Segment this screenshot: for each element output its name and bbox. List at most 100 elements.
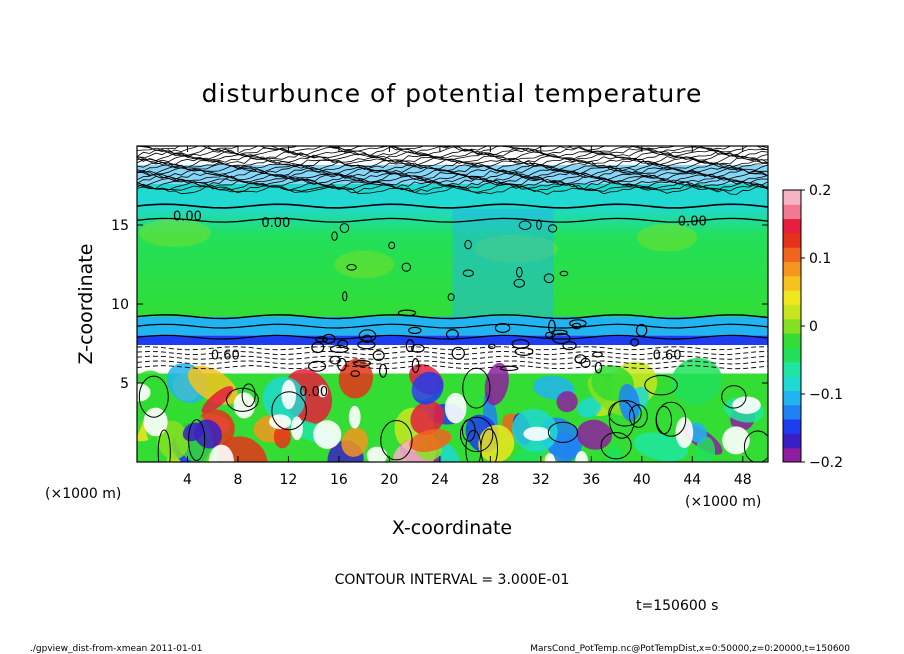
contour-blob [358,329,377,343]
contour-line-upper [137,146,768,154]
contour-label-2: 0.00 [678,214,707,229]
eddy [618,383,640,422]
colorbar-swatch [783,318,801,334]
contour-loop [241,383,256,408]
y-axis-ticks: 5 10 15 [111,218,768,392]
contour-loop [743,430,768,462]
contour-line-upper [137,181,768,191]
contour-blob [353,359,372,367]
eddy-white [268,414,292,430]
contour-loop [188,419,206,462]
contour-loop [628,404,648,428]
contour-blob [407,326,422,335]
x-tick-label: 20 [380,472,398,488]
chart-title: disturbunce of potential temperature [202,79,703,108]
contour-line-upper [137,146,768,157]
eddy [633,432,689,462]
eddy-white [675,417,694,449]
contour-loop [226,387,259,412]
contour-label-1: 0.00 [261,216,290,231]
contour-line [137,217,768,223]
contour-blob [513,278,525,288]
colorbar-tick-label: −0.2 [809,455,843,471]
colorbar-tick-label: 0.2 [809,183,831,199]
contour-loop [271,391,307,431]
eddy [410,400,445,436]
eddy-field [137,357,768,462]
contour-blob [464,239,472,250]
contour-loop [721,385,747,409]
colorbar-swatch [783,218,801,234]
colorbar-swatch [783,433,801,449]
contour-line [137,323,768,329]
colorbar-swatch [783,204,801,220]
band-column [452,209,554,320]
eddy-white [348,405,361,429]
contour-loop [380,420,413,461]
contour-label-4: 0.60 [653,349,682,364]
eddy-white [281,379,297,410]
contour-blob [592,351,603,358]
contour-line-dashed [137,355,768,360]
contour-blob [308,360,327,372]
contour-blob [547,224,558,233]
contour-blob [494,322,511,334]
contour-blob [594,361,603,374]
eddy-white [208,444,234,462]
contour-blob [562,340,577,351]
x-tick-label: 44 [683,472,701,488]
contour-blob [405,339,415,353]
contour-blob [516,266,523,278]
contour-loop [480,428,499,462]
eddy [338,358,373,399]
footer-right: MarsCond_PotTemp.nc@PotTempDist,x=0:5000… [530,644,850,654]
contour-line-upper [137,162,768,173]
eddy-white [544,453,556,462]
contour-blob [488,343,496,350]
contour-blob [536,219,542,230]
contour-loop [600,432,632,460]
footer-left: ./gpview_dist-from-xmean 2011-01-01 [30,644,202,654]
contour-blob [322,333,336,344]
contour-blob [362,334,373,344]
contour-blob [337,357,347,372]
green-patch [138,218,211,247]
contour-blob [331,231,338,241]
x-tick-label: 4 [183,472,192,488]
x-axis-ticks: 4 8 12 16 20 24 28 32 36 40 44 48 [183,146,752,488]
contour-blob [411,358,420,374]
eddy [671,357,723,405]
contour-loop [608,400,642,427]
x-tick-label: 36 [582,472,600,488]
contour-blob [545,331,553,339]
contour-blob [311,341,325,354]
eddy [411,371,444,405]
contour-loop [462,367,491,409]
colorbar-swatch [783,247,801,263]
x-axis-label: X-coordinate [392,517,512,539]
eddy [576,419,613,450]
contour-blob [346,264,357,271]
colorbar-swatch [783,347,801,363]
colorbar-swatch [783,232,801,248]
eddy [194,419,222,449]
y-tick-label: 5 [120,376,129,392]
contour-line-dashed [137,346,768,351]
contour-labels: 0.00 0.00 0.00 0.60 0.60 0.00 [173,210,707,400]
x-tick-label: 24 [431,472,449,488]
field-bands [137,164,768,374]
x-tick-label: 28 [481,472,499,488]
contour-line-upper [137,154,768,165]
contour-line-upper [137,146,768,152]
colorbar-swatch [783,261,801,277]
contour-loop [157,429,171,462]
band-cyan [137,183,768,207]
colorbar-tick-label: 0 [809,319,818,335]
contour-lines [137,146,768,462]
plot-area [137,146,768,462]
eddy [273,425,291,449]
contour-blob [548,319,556,334]
eddy [694,436,716,462]
colorbar-swatch [783,290,801,306]
eddy [577,397,602,418]
